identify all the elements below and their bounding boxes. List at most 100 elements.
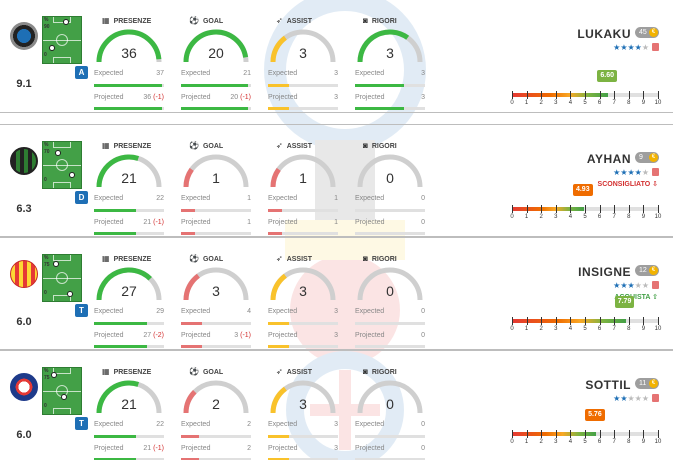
scale-tick-label: 6 xyxy=(597,100,602,106)
pitch-position-icon xyxy=(42,254,82,302)
goal-icon: ⚽ xyxy=(189,141,199,150)
expected-bar xyxy=(94,435,164,438)
pitch-percent-value: 0 xyxy=(44,177,47,183)
stat-header: ◙ RIGORI xyxy=(363,254,397,263)
projected-bar xyxy=(181,107,251,110)
scale-tick-label: 1 xyxy=(524,326,529,332)
player-fanta-average: 6.3 xyxy=(16,203,32,215)
star-icon: ★ xyxy=(613,394,621,403)
stat-presenze: ▦ PRESENZE 27 Expected 29 Projected 27 (-… xyxy=(94,238,172,351)
gauge-arc xyxy=(96,267,152,301)
projected-bar xyxy=(94,107,164,110)
gauge-arc xyxy=(183,390,197,414)
scale-tick-label: 2 xyxy=(539,100,543,106)
pitch-percent-value: 75 xyxy=(44,262,50,268)
assist-icon: ➶ xyxy=(276,367,283,376)
ball-icon xyxy=(51,372,57,378)
player-name[interactable]: AYHAN xyxy=(586,152,631,166)
scale-tick-label: 5 xyxy=(583,214,587,220)
stat-header: ➶ ASSIST xyxy=(276,141,312,150)
scale-tick-label: 4 xyxy=(568,439,573,445)
star-icon: ★ xyxy=(613,168,621,177)
pitch-percent-value: 0 xyxy=(44,290,47,296)
quotation-badge: 11 € xyxy=(635,378,659,389)
gauge-arc xyxy=(270,386,287,414)
expected-bar xyxy=(268,84,338,87)
score-scale: 0 1 2 3 4 5 6 7 8 9 10 7.79 xyxy=(510,296,661,338)
scale-tick-label: 0 xyxy=(510,326,514,332)
stat-header: ◙ RIGORI xyxy=(363,367,397,376)
player-card[interactable]: 6.0 % 75 0 T ▦ PRESENZE 21 Expected 22 xyxy=(0,350,673,460)
stat-header: ⚽ GOAL xyxy=(189,254,224,263)
player-card[interactable]: 6.3 % 70 0 D ▦ PRESENZE 21 Expected 22 xyxy=(0,124,673,237)
assist-icon: ➶ xyxy=(276,254,283,263)
star-icon: ★ xyxy=(634,281,642,290)
scale-tick-label: 2 xyxy=(539,214,543,220)
scale-tick-label: 10 xyxy=(654,439,662,445)
stat-presenze: ▦ PRESENZE 36 Expected 37 Projected 36 (-… xyxy=(94,0,172,113)
scale-tick-label: 5 xyxy=(583,439,587,445)
ball-icon xyxy=(67,291,73,297)
player-card[interactable]: 9.1 % 90 0 A ▦ PRESENZE 36 Expected 37 xyxy=(0,0,673,113)
projected-bar xyxy=(94,232,164,235)
stat-header: ⚽ GOAL xyxy=(189,16,224,25)
scale-tick-label: 10 xyxy=(654,214,662,220)
scale-tick-label: 8 xyxy=(627,100,631,106)
expected-bar xyxy=(355,322,425,325)
coin-icon: € xyxy=(649,28,658,37)
scale-tick-label: 1 xyxy=(524,439,529,445)
stat-rigori: ◙ RIGORI 0 Expected 0 Projected 0 xyxy=(355,125,433,238)
stat-assist: ➶ ASSIST 3 Expected 3 Projected 3 xyxy=(268,351,346,460)
stat-header: ▦ PRESENZE xyxy=(102,141,152,150)
scale-tick-label: 7 xyxy=(612,214,616,220)
pitch-percent-value: 75 xyxy=(44,375,50,381)
expected-bar xyxy=(268,322,338,325)
trash-icon[interactable] xyxy=(652,168,659,176)
coin-icon: € xyxy=(649,153,658,162)
trash-icon[interactable] xyxy=(652,394,659,402)
score-marker: 7.79 xyxy=(614,296,635,308)
coin-icon: € xyxy=(649,266,658,275)
gauge-arc xyxy=(96,380,140,414)
scale-tick-label: 5 xyxy=(583,326,587,332)
star-icon: ★ xyxy=(627,168,635,177)
pitch-percent-value: 70 xyxy=(44,149,50,155)
pitch-position-icon xyxy=(42,16,82,64)
gauge-arc xyxy=(270,273,287,301)
player-name[interactable]: LUKAKU xyxy=(577,27,631,41)
star-icon: ★ xyxy=(627,43,635,52)
scale-tick-label: 3 xyxy=(554,214,558,220)
stat-value: 36 xyxy=(121,45,137,61)
stat-rigori: ◙ RIGORI 0 Expected 0 Projected 0 xyxy=(355,351,433,460)
expected-bar xyxy=(268,209,338,212)
stat-header: ➶ ASSIST xyxy=(276,16,312,25)
star-icon: ★ xyxy=(613,281,621,290)
role-badge: T xyxy=(75,304,88,317)
rating-stars: ★★★★★ xyxy=(613,168,649,177)
player-name[interactable]: INSIGNE xyxy=(578,265,631,279)
expected-bar xyxy=(268,435,338,438)
gauge-arc xyxy=(183,273,200,301)
ball-icon xyxy=(69,172,75,178)
ball-icon xyxy=(55,150,61,156)
star-icon: ★ xyxy=(634,394,642,403)
assist-icon: ➶ xyxy=(276,141,283,150)
star-icon: ★ xyxy=(641,168,649,177)
rigori-icon: ◙ xyxy=(363,141,368,150)
star-icon: ★ xyxy=(620,394,628,403)
scale-tick-label: 5 xyxy=(583,100,587,106)
player-name[interactable]: SOTTIL xyxy=(585,378,631,392)
ball-icon xyxy=(61,394,67,400)
gauge-arc xyxy=(96,29,162,63)
pitch-percent-value: 0 xyxy=(44,52,47,58)
expected-bar xyxy=(94,322,164,325)
trash-icon[interactable] xyxy=(652,43,659,51)
projected-bar xyxy=(268,107,338,110)
trash-icon[interactable] xyxy=(652,281,659,289)
pitch-percent-label: % xyxy=(44,255,49,261)
pitch-percent-value: 0 xyxy=(44,403,47,409)
player-fanta-average: 6.0 xyxy=(16,316,32,328)
team-badge-icon xyxy=(10,260,38,288)
player-card[interactable]: 6.0 % 75 0 T ▦ PRESENZE 27 Expected 29 xyxy=(0,237,673,350)
expected-bar xyxy=(355,209,425,212)
